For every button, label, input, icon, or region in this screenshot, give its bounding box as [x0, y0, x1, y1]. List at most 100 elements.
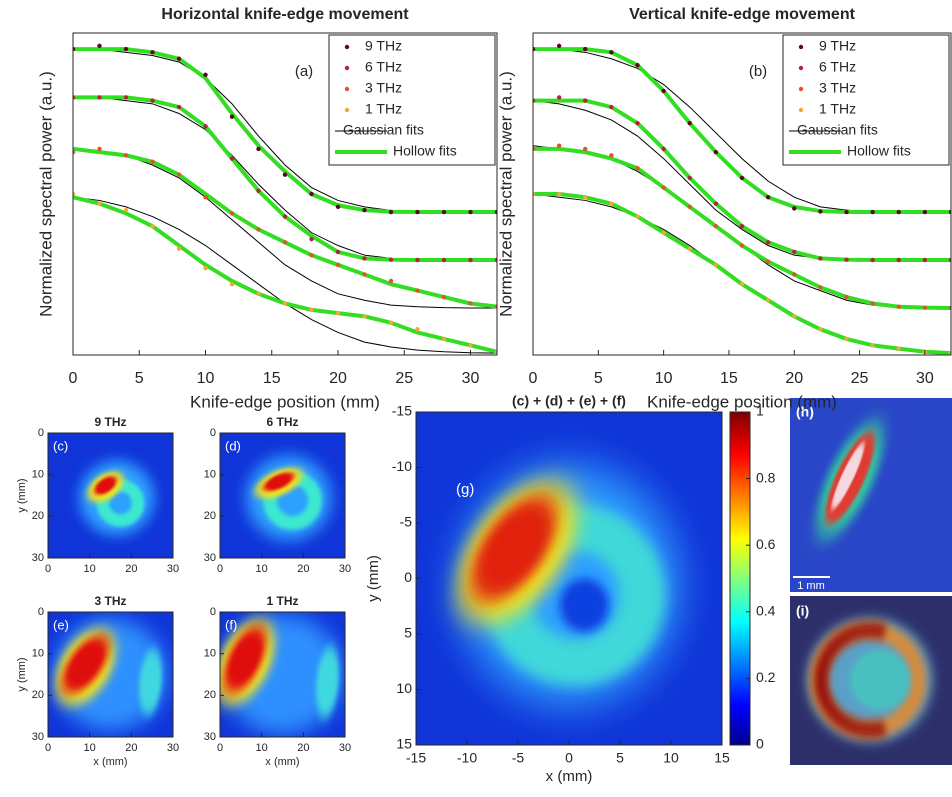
- data-point: [556, 43, 562, 49]
- data-point: [335, 249, 341, 255]
- x-tick-label: 10: [84, 563, 96, 575]
- data-point: [203, 124, 208, 129]
- data-point: [661, 88, 666, 94]
- chart-title: (c) + (d) + (e) + (f): [512, 393, 626, 409]
- data-point: [150, 98, 155, 103]
- data-point: [870, 209, 875, 215]
- data-point: [388, 320, 394, 325]
- data-point: [282, 301, 288, 306]
- data-point: [494, 209, 497, 215]
- data-point: [765, 195, 771, 200]
- data-point: [765, 298, 771, 303]
- panel-label: (c): [53, 438, 68, 453]
- data-point: [948, 257, 951, 263]
- data-point: [176, 172, 182, 177]
- data-point: [818, 209, 823, 214]
- panel-label: (f): [225, 617, 237, 632]
- data-point: [922, 257, 928, 263]
- legend-label: Hollow fits: [847, 143, 911, 159]
- legend-label: 9 THz: [365, 38, 402, 54]
- data-point: [635, 214, 640, 219]
- data-point: [441, 336, 447, 342]
- chart-title: Horizontal knife-edge movement: [161, 6, 409, 23]
- y-tick-label: 10: [32, 648, 44, 660]
- data-point: [896, 346, 901, 351]
- data-point: [533, 146, 536, 152]
- x-tick-label: -5: [512, 750, 525, 766]
- data-point: [203, 195, 208, 200]
- data-point: [870, 301, 875, 306]
- data-point: [362, 207, 367, 213]
- plot-frame: [47, 611, 174, 738]
- heatmap-blob: [559, 578, 609, 632]
- data-point: [844, 209, 849, 215]
- legend-label: 3 THz: [819, 80, 856, 96]
- x-tick-label: 20: [125, 742, 137, 754]
- legend-label: 9 THz: [819, 38, 856, 54]
- data-point: [362, 314, 367, 319]
- heatmap-image: [48, 612, 173, 737]
- heatmap-blob: [94, 476, 117, 495]
- y-axis-label: y (mm): [16, 657, 28, 691]
- plot-area: [73, 43, 497, 354]
- plot-frame: [532, 32, 952, 356]
- data-point: [948, 305, 951, 311]
- x-tick-label: 10: [84, 742, 96, 754]
- plot-frame: [72, 32, 498, 356]
- x-tick-label: 20: [785, 370, 803, 387]
- data-point: [415, 288, 420, 293]
- chart-title: 3 THz: [94, 594, 126, 608]
- data-point: [713, 149, 719, 155]
- data-point: [818, 327, 823, 332]
- data-point: [896, 209, 901, 215]
- data-point: [229, 156, 235, 161]
- panel-label: (b): [749, 63, 767, 80]
- x-tick-label: 0: [45, 563, 51, 575]
- heatmap-blob: [263, 472, 294, 492]
- data-point: [556, 191, 562, 197]
- chart-title: 9 THz: [94, 415, 126, 429]
- data-point: [335, 204, 341, 210]
- panel-label: (g): [456, 481, 474, 498]
- heatmap-blob: [62, 636, 109, 693]
- data-point: [468, 343, 473, 348]
- data-point: [494, 257, 497, 263]
- data-point: [282, 240, 288, 245]
- data-point: [635, 120, 640, 126]
- data-point: [922, 209, 928, 215]
- data-point: [765, 240, 771, 245]
- data-point: [229, 281, 235, 287]
- data-point: [792, 249, 797, 255]
- data-point: [870, 343, 875, 348]
- plot-area: [533, 43, 951, 355]
- legend-label: Gaussian fits: [343, 122, 424, 138]
- y-tick-label: 0: [38, 606, 44, 618]
- fit-line: [533, 193, 951, 354]
- y-tick-label: 20: [204, 689, 216, 701]
- x-tick-label: 20: [297, 742, 309, 754]
- x-axis-label: Knife-edge position (mm): [647, 392, 837, 411]
- x-tick-label: 30: [339, 563, 351, 575]
- data-point: [468, 301, 473, 306]
- x-tick-label: -15: [406, 750, 426, 766]
- legend-label: Hollow fits: [393, 143, 457, 159]
- colorbar-tick-label: 1: [756, 403, 764, 419]
- y-tick-label: 10: [204, 648, 216, 660]
- plot-frame: [219, 432, 346, 559]
- data-point: [713, 262, 719, 268]
- colorbar-tick-label: 0.4: [756, 603, 776, 619]
- data-point: [533, 46, 536, 52]
- data-point: [687, 175, 692, 181]
- legend-label: 1 THz: [819, 101, 856, 117]
- y-tick-label: 15: [396, 736, 412, 752]
- data-point: [739, 243, 745, 248]
- fit-line: [73, 195, 497, 354]
- data-point: [256, 291, 261, 297]
- y-tick-label: 30: [32, 731, 44, 743]
- scale-bar-label: 1 mm: [797, 580, 825, 592]
- x-tick-label: 25: [395, 370, 413, 387]
- data-point: [494, 304, 497, 309]
- x-tick-label: 5: [616, 750, 624, 766]
- x-axis-label: x (mm): [265, 756, 299, 768]
- x-axis-label: x (mm): [93, 756, 127, 768]
